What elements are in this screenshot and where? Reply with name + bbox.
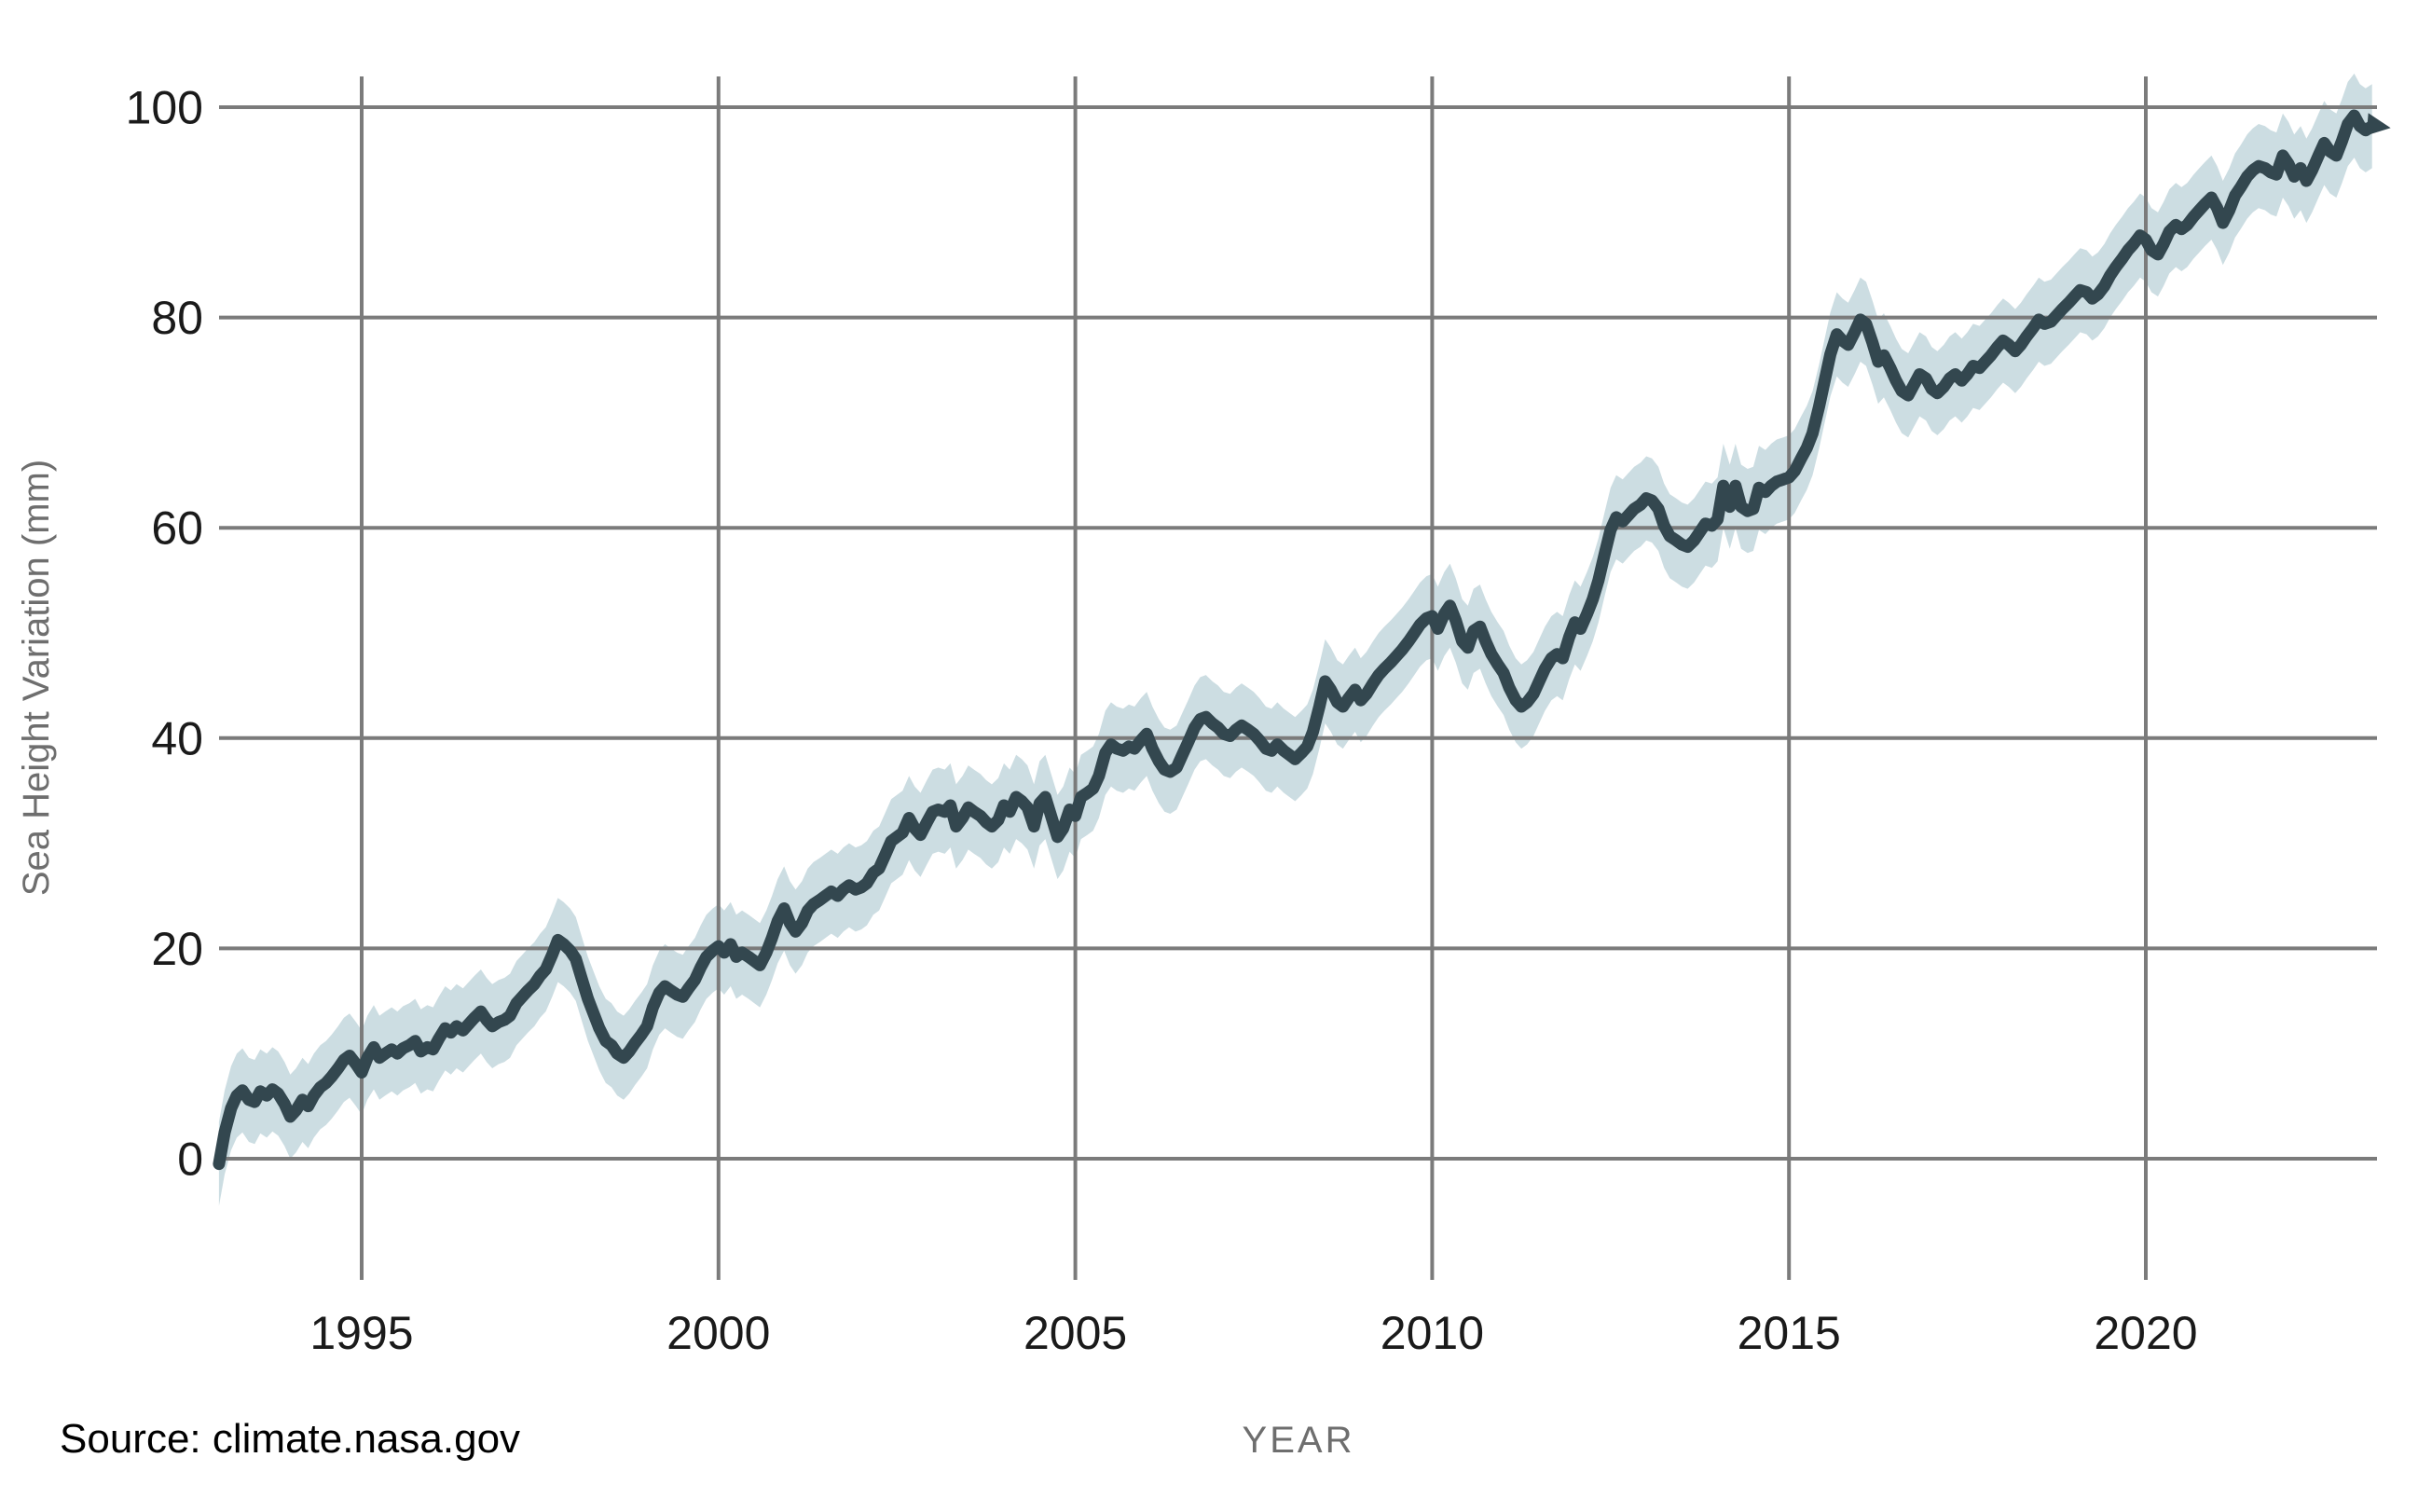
line-end-arrowhead-icon — [2366, 113, 2391, 136]
sea-level-line — [213, 109, 2379, 1171]
source-credit: Source: climate.nasa.gov — [60, 1416, 520, 1462]
y-tick-label: 20 — [151, 923, 203, 975]
x-axis-title: YEAR — [1243, 1420, 1355, 1461]
y-tick-label: 60 — [151, 502, 203, 555]
y-tick-label: 80 — [151, 292, 203, 344]
x-tick-label: 2000 — [666, 1307, 770, 1359]
x-tick-label: 1995 — [309, 1307, 413, 1359]
series-line-layer — [213, 109, 2391, 1171]
x-tick-label: 2020 — [2094, 1307, 2197, 1359]
y-tick-label: 0 — [177, 1134, 203, 1186]
y-tick-label: 100 — [126, 82, 203, 134]
y-axis-title: Sea Height Variation (mm) — [16, 460, 57, 896]
x-tick-label: 2015 — [1738, 1307, 1841, 1359]
gridlines-layer — [219, 76, 2377, 1280]
uncertainty-band-layer — [218, 73, 2372, 1206]
x-tick-label: 2005 — [1024, 1307, 1127, 1359]
uncertainty-band — [218, 73, 2372, 1206]
x-tick-label: 2010 — [1381, 1307, 1484, 1359]
tick-labels-layer: 0 20 40 60 80 100 1995 2000 2005 2010 2015 2020 — [126, 82, 2198, 1360]
y-tick-label: 40 — [151, 712, 203, 764]
